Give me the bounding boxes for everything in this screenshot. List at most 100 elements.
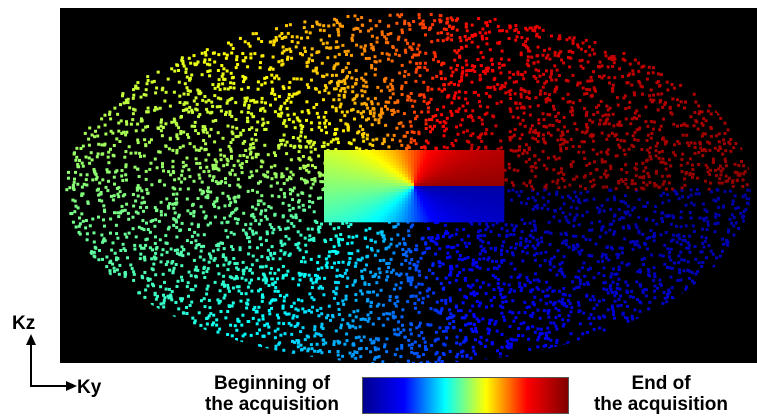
sampling-point (646, 247, 649, 251)
sampling-point (277, 321, 281, 325)
sampling-point (325, 73, 329, 77)
sampling-point (292, 350, 296, 354)
sampling-point (491, 259, 494, 263)
sampling-point (253, 100, 257, 104)
sampling-point (658, 185, 662, 189)
sampling-point (549, 300, 553, 304)
sampling-point (453, 49, 457, 53)
sampling-point (125, 120, 128, 124)
sampling-point (408, 23, 412, 27)
sampling-point (671, 238, 675, 242)
sampling-point (307, 57, 311, 61)
sampling-point (242, 272, 246, 276)
sampling-point (216, 264, 220, 268)
sampling-point (190, 108, 194, 112)
sampling-point (182, 165, 186, 169)
sampling-point (456, 309, 460, 313)
sampling-point (298, 219, 302, 223)
sampling-point (315, 71, 319, 75)
sampling-point (103, 113, 107, 117)
sampling-point (207, 98, 211, 102)
sampling-point (600, 160, 604, 164)
sampling-point (211, 104, 215, 108)
sampling-point (421, 26, 425, 30)
sampling-point (115, 268, 119, 272)
sampling-point (298, 166, 302, 170)
sampling-point (538, 35, 541, 39)
sampling-point (494, 124, 498, 128)
sampling-point (691, 163, 694, 167)
sampling-point (409, 283, 413, 287)
sampling-point (653, 272, 657, 276)
sampling-point (204, 142, 208, 146)
sampling-point (305, 83, 309, 87)
sampling-point (285, 312, 289, 316)
sampling-point (688, 269, 692, 273)
sampling-point (664, 187, 668, 191)
wheel-cell (438, 150, 442, 154)
sampling-point (289, 100, 293, 104)
sampling-point (506, 346, 510, 350)
sampling-point (257, 305, 261, 309)
sampling-point (287, 96, 291, 100)
sampling-point (724, 174, 728, 178)
sampling-point (383, 237, 387, 241)
sampling-point (637, 231, 641, 235)
sampling-point (345, 53, 348, 56)
sampling-point (170, 261, 174, 265)
sampling-point (728, 217, 732, 221)
sampling-point (288, 47, 292, 51)
sampling-point (567, 245, 571, 249)
sampling-point (228, 113, 232, 116)
sampling-point (240, 162, 244, 166)
sampling-point (116, 192, 120, 196)
sampling-point (213, 60, 217, 64)
sampling-point (499, 139, 503, 143)
sampling-point (185, 156, 189, 160)
sampling-point (223, 284, 226, 288)
sampling-point (73, 210, 77, 214)
sampling-point (415, 67, 419, 71)
sampling-point (436, 234, 440, 238)
sampling-point (95, 175, 99, 179)
sampling-point (340, 110, 344, 114)
sampling-point (157, 219, 161, 223)
sampling-point (592, 52, 596, 56)
sampling-point (211, 178, 214, 182)
sampling-point (226, 124, 230, 128)
wheel-cell (357, 153, 361, 157)
sampling-point (163, 296, 167, 300)
sampling-point (733, 194, 737, 198)
sampling-point (147, 278, 150, 282)
sampling-point (417, 298, 421, 302)
sampling-point (211, 166, 215, 169)
sampling-point (631, 317, 635, 321)
sampling-point (142, 228, 146, 232)
sampling-point (497, 41, 501, 45)
sampling-point (521, 73, 525, 77)
sampling-point (280, 243, 284, 247)
sampling-point (524, 202, 528, 206)
sampling-point (385, 278, 388, 282)
sampling-point (615, 154, 619, 158)
sampling-point (144, 238, 148, 242)
sampling-point (362, 84, 366, 88)
sampling-point (373, 118, 377, 122)
sampling-point (284, 234, 288, 238)
sampling-point (624, 117, 628, 121)
sampling-point (244, 292, 248, 296)
wheel-cell (393, 150, 397, 154)
sampling-point (161, 248, 165, 252)
sampling-point (204, 100, 208, 104)
sampling-point (171, 260, 175, 263)
sampling-point (548, 57, 552, 61)
sampling-point (708, 173, 712, 176)
sampling-point (370, 34, 374, 38)
sampling-point (358, 147, 362, 151)
sampling-point (500, 84, 504, 87)
sampling-point (453, 82, 456, 86)
sampling-point (488, 30, 491, 34)
sampling-point (150, 80, 154, 84)
sampling-point (552, 321, 556, 325)
sampling-point (276, 327, 280, 331)
